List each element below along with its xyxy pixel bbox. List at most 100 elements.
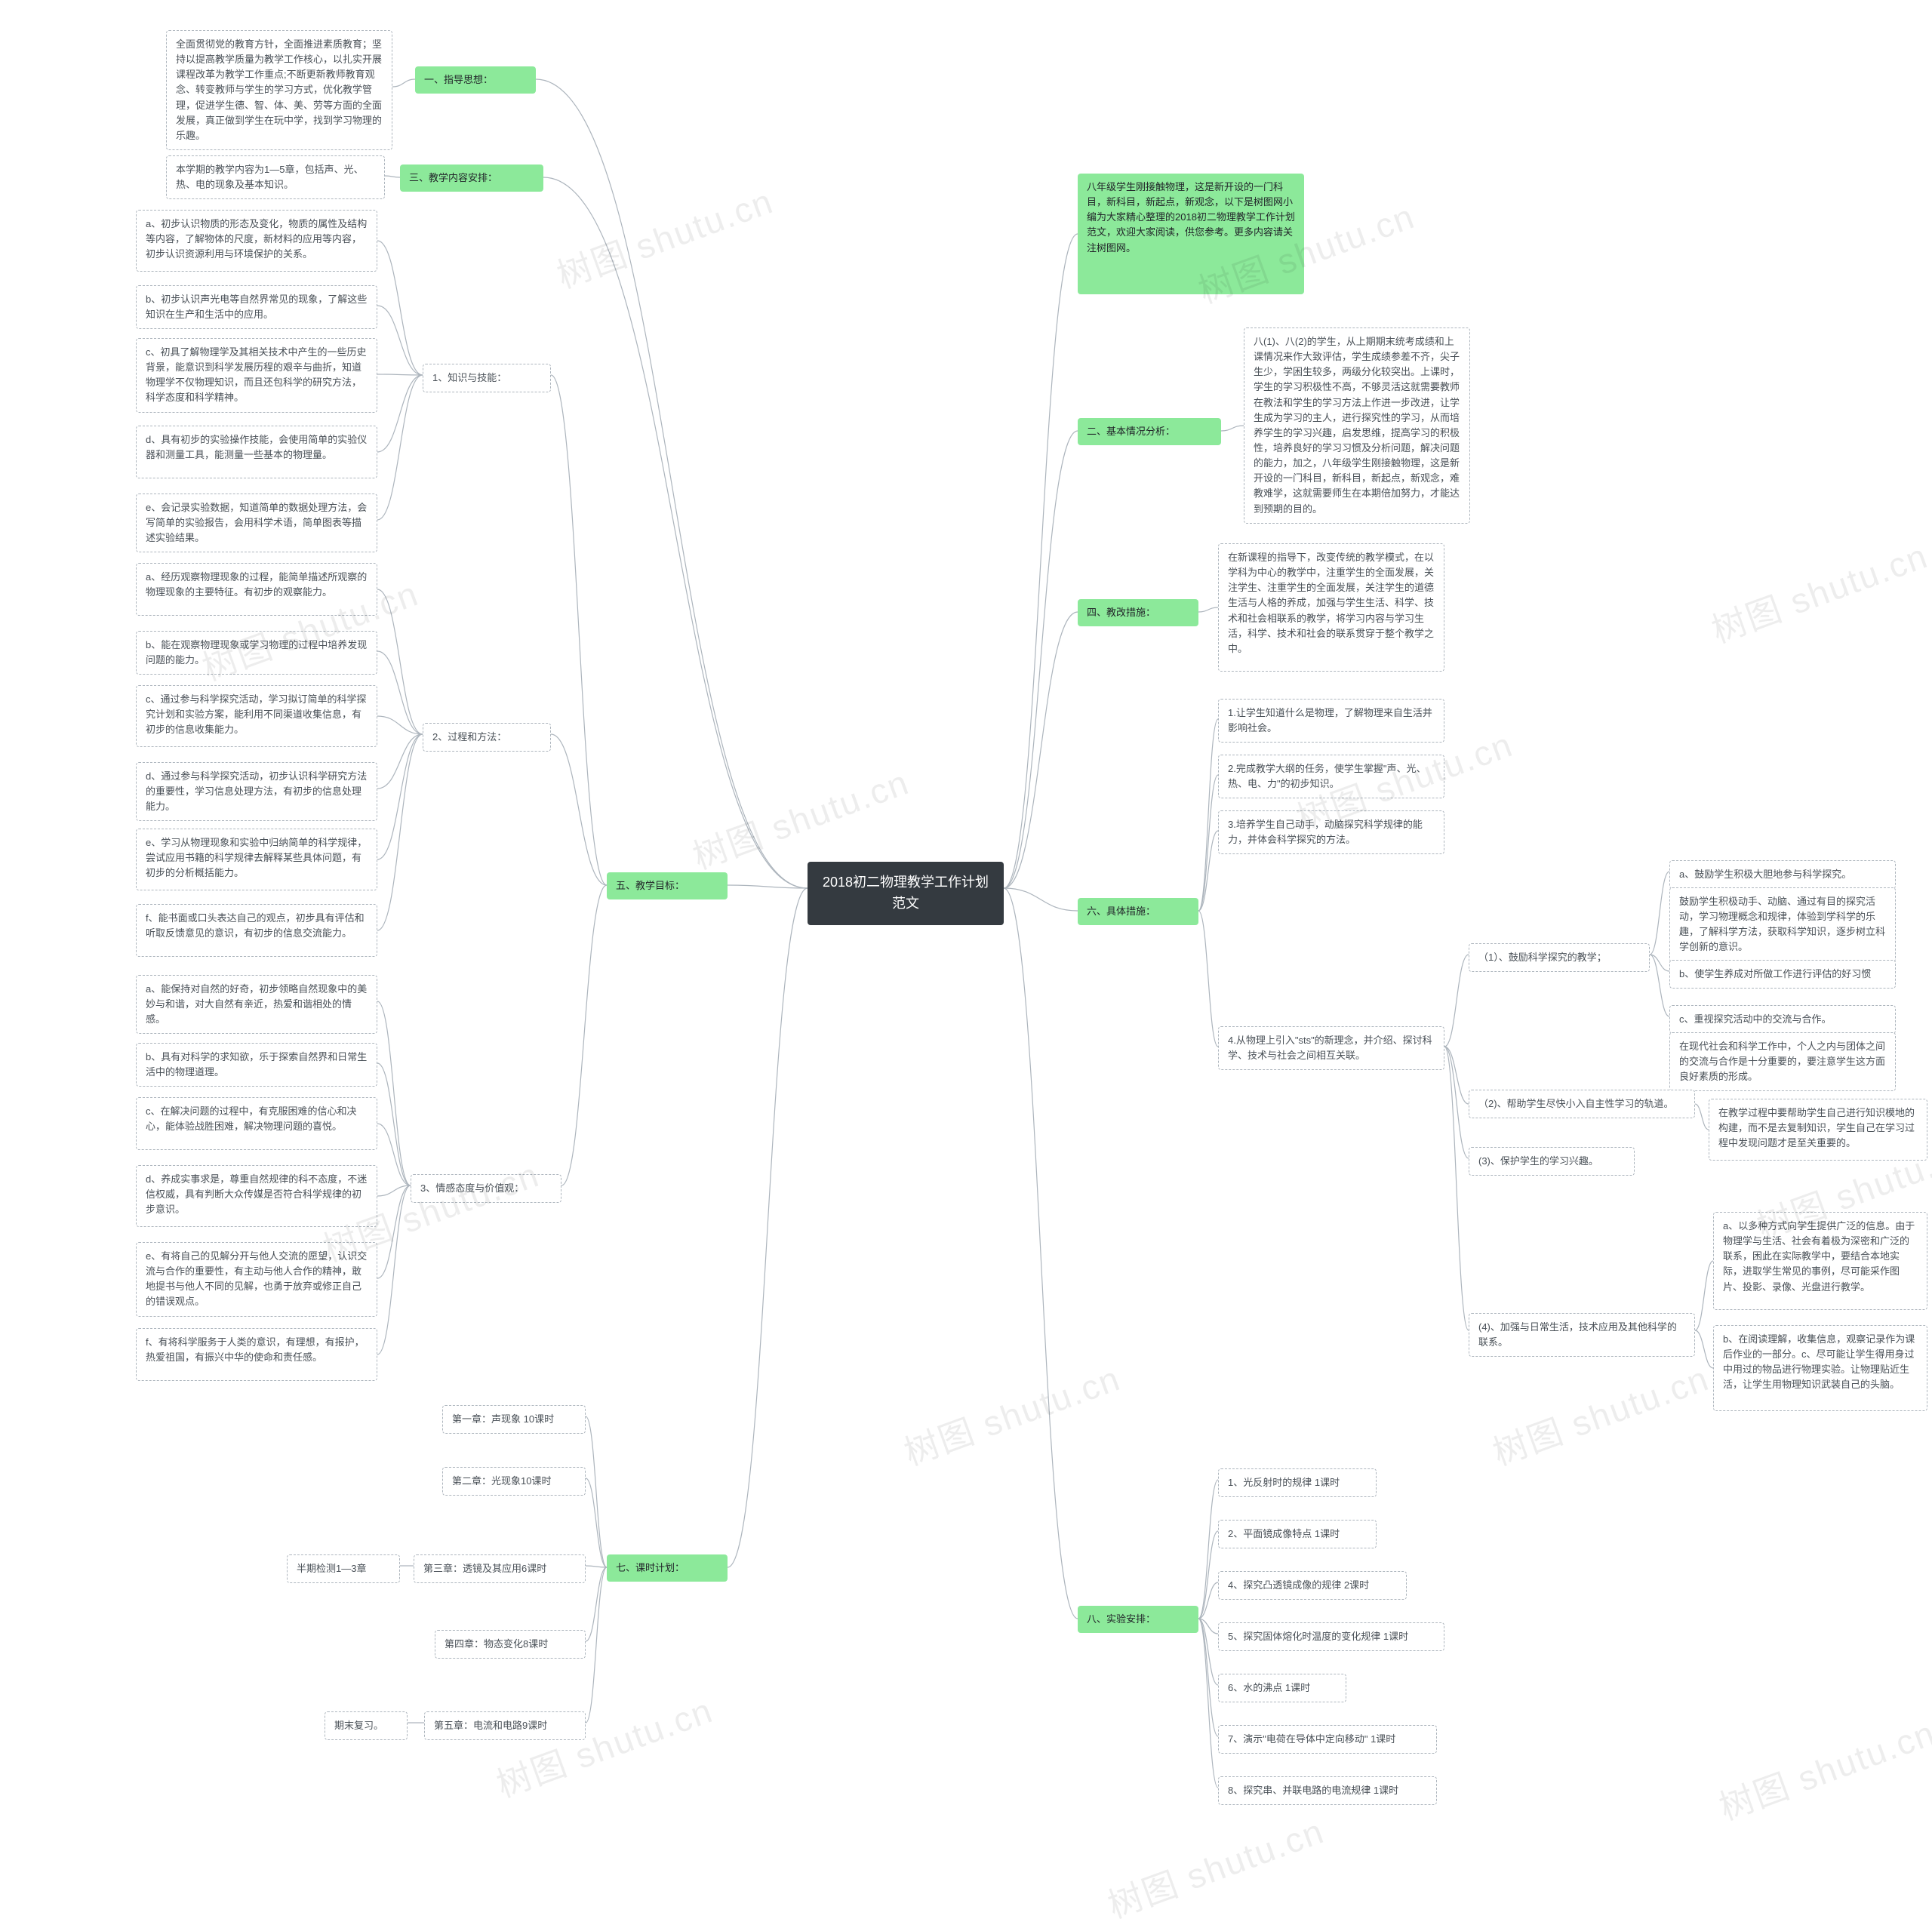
connector (1004, 431, 1078, 888)
node-s5_2a: a、经历观察物理现象的过程，能简单描述所观察的物理现象的主要特征。有初步的观察能… (136, 563, 377, 616)
connector (1444, 1047, 1469, 1158)
connector (728, 888, 808, 1567)
root-node: 2018初二物理教学工作计划范文 (808, 862, 1004, 925)
connector (377, 306, 423, 375)
node-s7_5: 第五章：电流和电路9课时 (424, 1711, 586, 1740)
connector (586, 1567, 607, 1641)
node-s5_2e: e、学习从物理现象和实验中归纳简单的科学规律，尝试应用书籍的科学规律去解释某些具… (136, 829, 377, 890)
node-s5_1: 1、知识与技能： (423, 364, 551, 392)
connector (377, 1124, 411, 1185)
connector (1198, 1619, 1218, 1736)
node-s5_1a: a、初步认识物质的形态及变化，物质的属性及结构等内容，了解物体的尺度，新材料的应… (136, 210, 377, 272)
node-s5_1e: e、会记录实验数据，知道简单的数据处理方法，会写简单的实验报告，会用科学术语，简… (136, 494, 377, 552)
node-s6_4: 4.从物理上引入"sts"的新理念，并介绍、探讨科学、技术与社会之间相互关联。 (1218, 1026, 1444, 1070)
watermark: 树图 shutu.cn (1712, 1706, 1932, 1831)
node-s7_2: 第二章：光现象10课时 (442, 1467, 586, 1496)
connector (561, 885, 607, 1185)
node-intro: 八年级学生刚接触物理，这是新开设的一门科目，新科目，新起点，新观念，以下是树图网… (1078, 174, 1304, 294)
node-s6_4_1a: a、鼓励学生积极大胆地参与科学探究。 (1669, 860, 1896, 889)
connector (543, 177, 808, 888)
connector (377, 1185, 411, 1196)
node-s5_2f: f、能书面或口头表达自己的观点，初步具有评估和听取反馈意见的意识，有初步的信息交… (136, 904, 377, 957)
connector (377, 651, 423, 734)
connector (1198, 719, 1218, 911)
node-s5_3e: e、有将自己的见解分开与他人交流的愿望，认识交流与合作的重要性，有主动与他人合作… (136, 1242, 377, 1317)
node-s8_7: 7、演示"电荷在导体中定向移动" 1课时 (1218, 1725, 1437, 1754)
node-s1a: 全面贯彻党的教育方针，全面推进素质教育；坚持以提高教学质量为教学工作核心，以扎实… (166, 30, 392, 150)
connector (377, 716, 423, 734)
node-s6_2: 2.完成教学大纲的任务，使学生掌握"声、光、热、电、力"的初步知识。 (1218, 755, 1444, 798)
connector (586, 1567, 607, 1723)
connector (377, 1001, 411, 1185)
connector (1650, 955, 1669, 971)
node-s3: 三、教学内容安排： (400, 165, 543, 192)
node-s5_2d: d、通过参与科学探究活动，初步认识科学研究方法的重要性，学习信息处理方法，有初步… (136, 762, 377, 821)
connector (1695, 1261, 1713, 1330)
connector (728, 885, 808, 888)
node-s4: 四、教改措施： (1078, 599, 1198, 626)
connector (1198, 1619, 1218, 1685)
node-s5_3b: b、具有对科学的求知欲，乐于探索自然界和日常生活中的物理道理。 (136, 1043, 377, 1087)
node-s5_3f: f、有将科学服务于人类的意识，有理想，有报护，热爱祖国，有振兴中华的使命和责任感… (136, 1328, 377, 1381)
node-s7: 七、课时计划： (607, 1554, 728, 1582)
node-s5_3: 3、情感态度与价值观： (411, 1174, 561, 1203)
node-s5_2c: c、通过参与科学探究活动，学习拟订简单的科学探究计划和实验方案，能利用不同渠道收… (136, 685, 377, 747)
connector (1198, 607, 1218, 612)
node-s5_2b: b、能在观察物理现象或学习物理的过程中培养发现问题的能力。 (136, 631, 377, 675)
node-s6_4_2: （2)、帮助学生尽快小入自主性学习的轨道。 (1469, 1090, 1695, 1118)
connector (1198, 1531, 1218, 1619)
node-s7_4: 第四章：物态变化8课时 (435, 1630, 586, 1659)
connector (377, 374, 423, 375)
node-s6_4_4b: b、在阅读理解，收集信息，观察记录作为课后作业的一部分。c、尽可能让学生得用身过… (1713, 1325, 1927, 1411)
watermark: 树图 shutu.cn (1485, 1351, 1715, 1476)
node-s5_1b: b、初步认识声光电等自然界常见的现象，了解这些知识在生产和生活中的应用。 (136, 285, 377, 329)
watermark: 树图 shutu.cn (685, 755, 915, 880)
node-s6_4_1b: b、使学生养成对所做工作进行评估的好习惯 (1669, 960, 1896, 989)
connector (377, 734, 423, 859)
connector (1198, 911, 1218, 1047)
watermark: 树图 shutu.cn (1704, 529, 1932, 653)
connector (1221, 426, 1244, 431)
connector (1444, 1047, 1469, 1104)
connector (377, 375, 423, 520)
connector (377, 734, 423, 930)
node-s8_8: 8、探究串、并联电路的电流规律 1课时 (1218, 1776, 1437, 1805)
connector (377, 1063, 411, 1185)
connector (1650, 955, 1669, 1016)
node-s8_5: 5、探究固体熔化时温度的变化规律 1课时 (1218, 1622, 1444, 1651)
connector (1004, 888, 1078, 911)
connector (1198, 1582, 1218, 1619)
node-s5_3a: a、能保持对自然的好奇，初步领略自然现象中的美妙与和谐，对大自然有亲近，热爱和谐… (136, 975, 377, 1034)
connector (385, 176, 400, 177)
node-s6_1: 1.让学生知道什么是物理，了解物理来自生活并影响社会。 (1218, 699, 1444, 743)
node-s8: 八、实验安排： (1078, 1606, 1198, 1633)
node-s7_3a: 半期检测1—3章 (287, 1554, 400, 1583)
node-s6_3: 3.培养学生自己动手，动脑探究科学规律的能力，并体会科学探究的方法。 (1218, 810, 1444, 854)
node-s7_5a: 期末复习。 (325, 1711, 408, 1740)
connector (377, 589, 423, 734)
connector (1444, 955, 1469, 1047)
node-s5_2: 2、过程和方法： (423, 723, 551, 752)
node-s6_4_1c: c、重视探究活动中的交流与合作。 (1669, 1005, 1896, 1034)
node-s8_1: 1、光反射时的规律 1课时 (1218, 1468, 1377, 1497)
node-s6_4_4: (4)、加强与日常生活，技术应用及其他科学的联系。 (1469, 1313, 1695, 1357)
node-s1: 一、指导思想： (415, 66, 536, 94)
watermark: 树图 shutu.cn (489, 1684, 719, 1808)
connector (551, 734, 607, 885)
node-s2: 二、基本情况分析： (1078, 418, 1221, 445)
node-s3a: 本学期的教学内容为1—5章，包括声、光、热、电的现象及基本知识。 (166, 155, 385, 199)
node-s5_3d: d、养成实事求是，尊重自然规律的科不态度，不迷信权威，具有判断大众传媒是否符合科… (136, 1165, 377, 1227)
node-s8_4: 4、探究凸透镜成像的规律 2课时 (1218, 1571, 1407, 1600)
connector (551, 375, 607, 885)
connector (586, 1416, 607, 1567)
connector (1695, 1330, 1713, 1368)
connector (1198, 1619, 1218, 1788)
watermark: 树图 shutu.cn (1100, 1804, 1331, 1928)
connector (1198, 1480, 1218, 1619)
node-s2a: 八(1)、八(2)的学生，从上期期末统考成绩和上课情况来作大致评估，学生成绩参差… (1244, 327, 1470, 524)
connector (377, 734, 423, 789)
node-s6_4_1a2: 鼓励学生积极动手、动脑、通过有目的探究活动，学习物理概念和规律，体验到学科学的乐… (1669, 887, 1896, 962)
node-s5_1c: c、初具了解物理学及其相关技术中产生的一些历史背景，能意识到科学发展历程的艰辛与… (136, 338, 377, 413)
node-s4a: 在新课程的指导下，改变传统的教学模式，在以学科为中心的教学中，注重学生的全面发展… (1218, 543, 1444, 672)
connector (586, 1478, 607, 1567)
